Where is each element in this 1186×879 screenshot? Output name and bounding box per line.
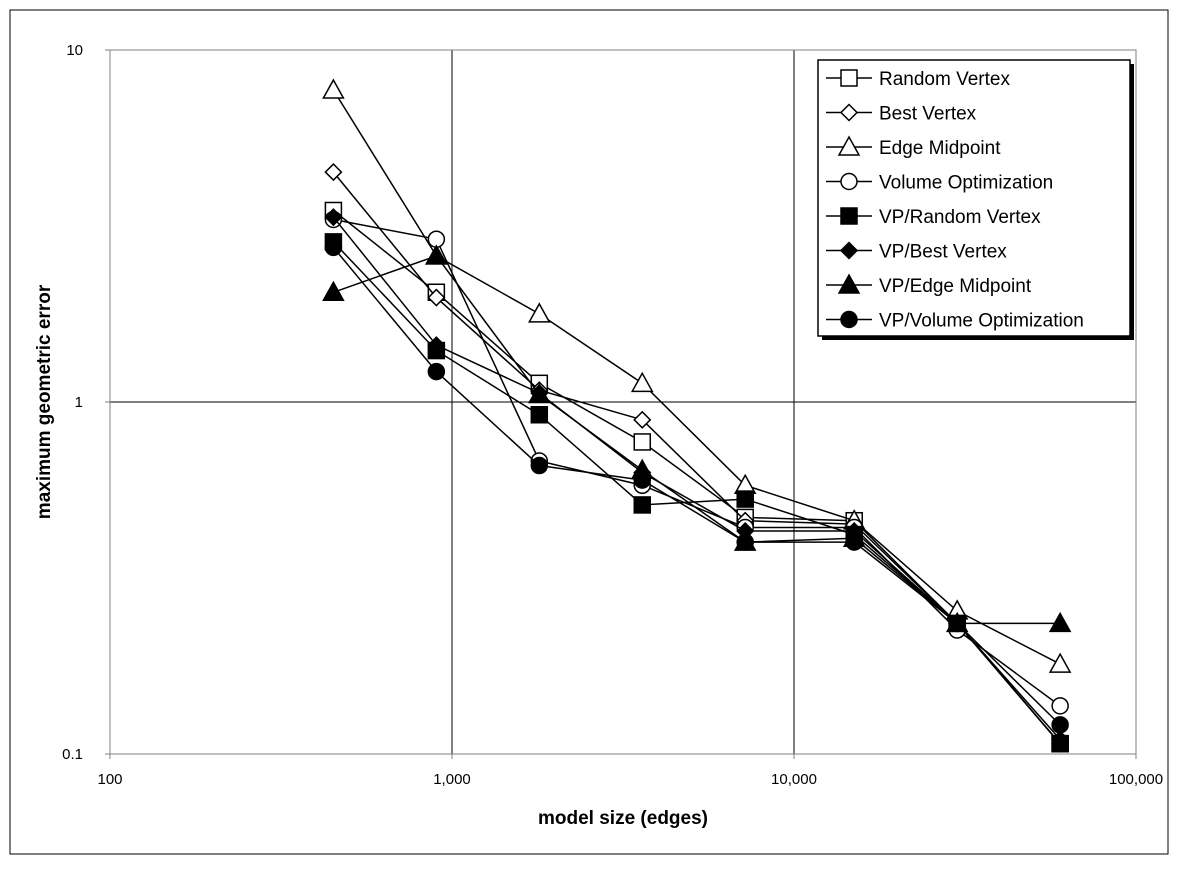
legend-marker-vp-random-vertex [840, 207, 858, 225]
x-tick-label: 100 [97, 771, 122, 788]
data-point-vp-volume-optimization [633, 471, 652, 489]
data-point-volume-optimization [1051, 697, 1069, 715]
data-point-vp-volume-optimization [1051, 716, 1069, 734]
series-line-vp-volume-optimization [332, 246, 1061, 726]
data-point-vp-random-vertex [633, 496, 652, 514]
legend-marker-vp-volume-optimization [840, 310, 858, 329]
grid-layer [110, 50, 1136, 754]
series-vp-volume-optimization [324, 238, 1069, 734]
legend-label-vp-volume-optimization: VP/Volume Optimization [879, 311, 1084, 332]
data-point-edge-midpoint [528, 302, 551, 323]
data-point-best-vertex [633, 410, 652, 429]
legend-label-random-vertex: Random Vertex [879, 69, 1010, 90]
data-point-vp-edge-midpoint [1048, 611, 1072, 633]
data-point-best-vertex [427, 288, 446, 307]
data-point-vp-best-vertex [324, 208, 343, 227]
legend-marker-vp-edge-midpoint [837, 273, 861, 294]
legend-label-vp-edge-midpoint: VP/Edge Midpoint [879, 276, 1032, 297]
x-tick-label: 10,000 [771, 771, 817, 788]
series-line-vp-best-vertex [332, 216, 1061, 740]
x-tick-label: 100,000 [1109, 771, 1163, 788]
legend: Random Vertex Best Vertex Edge Midpoint Vol… [817, 59, 1134, 340]
data-point-vp-edge-midpoint [322, 280, 345, 302]
data-point-vp-volume-optimization [845, 533, 863, 551]
data-point-vp-random-vertex [736, 490, 754, 508]
x-axis-title: model size (edges) [538, 808, 708, 829]
legend-box [817, 59, 1131, 337]
data-point-vp-volume-optimization [948, 614, 966, 633]
data-point-edge-midpoint [630, 371, 654, 393]
data-point-best-vertex [324, 163, 343, 182]
legend-label-best-vertex: Best Vertex [879, 104, 977, 125]
legend-marker-random-vertex [840, 69, 858, 87]
y-tick-label: 0.1 [62, 746, 83, 763]
data-point-vp-edge-midpoint [425, 244, 448, 265]
data-point-vp-random-vertex [530, 405, 549, 424]
y-tick-label: 10 [66, 42, 83, 59]
legend-label-vp-best-vertex: VP/Best Vertex [879, 242, 1007, 263]
data-point-vp-edge-midpoint [528, 382, 551, 404]
series-line-edge-midpoint [332, 89, 1061, 665]
legend-marker-volume-optimization [840, 172, 858, 191]
tick-layer: 100 1,000 10,000 100,000 0.1 1 10 [62, 42, 1163, 788]
data-point-edge-midpoint [322, 78, 345, 99]
x-tick-label: 1,000 [433, 771, 471, 788]
legend-marker-vp-best-vertex [839, 241, 859, 260]
data-point-random-vertex [633, 433, 652, 451]
data-point-vp-volume-optimization [427, 362, 446, 381]
y-tick-label: 1 [75, 394, 83, 411]
legend-label-volume-optimization: Volume Optimization [879, 173, 1053, 194]
y-axis-title: maximum geometric error [34, 284, 55, 519]
data-point-vp-best-vertex [1051, 730, 1070, 749]
data-point-edge-midpoint [1048, 652, 1072, 673]
series-layer [322, 78, 1072, 753]
legend-label-edge-midpoint: Edge Midpoint [879, 138, 1001, 159]
data-point-vp-best-vertex [427, 336, 446, 355]
data-point-vp-volume-optimization [530, 456, 549, 475]
series-line-best-vertex [332, 171, 1061, 745]
data-point-vp-volume-optimization [736, 533, 754, 551]
legend-marker-edge-midpoint [837, 135, 861, 156]
legend-label-vp-random-vertex: VP/Random Vertex [879, 207, 1041, 228]
legend-marker-best-vertex [839, 103, 859, 122]
data-point-vp-volume-optimization [324, 238, 343, 257]
